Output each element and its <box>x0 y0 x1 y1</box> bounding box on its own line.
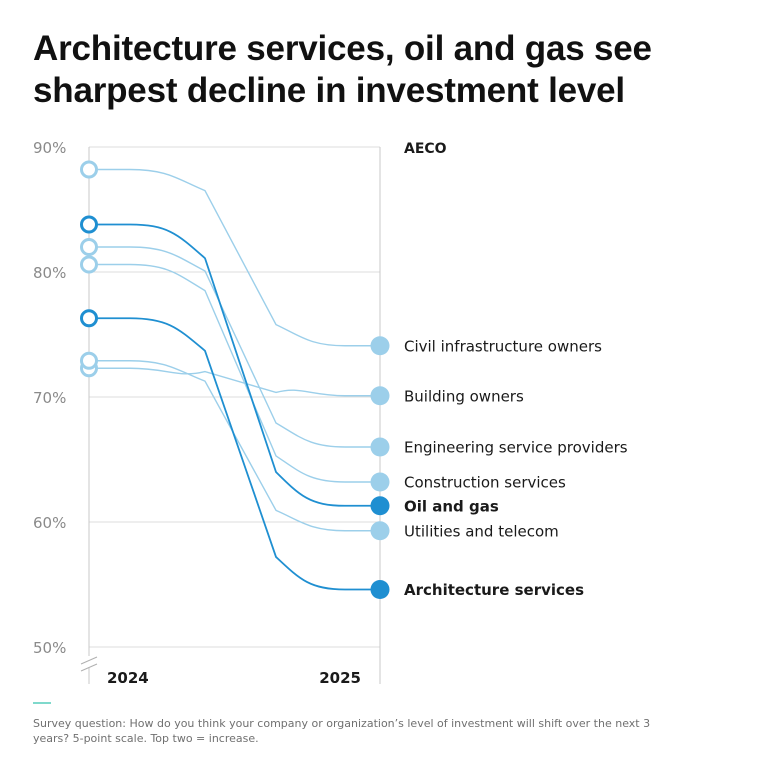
series-lines <box>89 168 380 591</box>
marker-2024-utilities-and-telecom <box>80 351 98 370</box>
footnote: Survey question: How do you think your c… <box>33 717 651 745</box>
x-label-2025: 2025 <box>319 669 361 687</box>
series-label-oil-and-gas: Oil and gas <box>404 497 499 515</box>
series-line-engineering-service-providers <box>89 246 380 448</box>
series-markers <box>80 160 390 599</box>
marker-2025-construction-services <box>370 472 390 492</box>
series-label-architecture-services: Architecture services <box>404 581 584 599</box>
marker-2024-architecture-services <box>80 309 98 328</box>
series-label-civil-infrastructure-owners: Civil infrastructure owners <box>404 337 602 355</box>
axes: 2024 2025 <box>80 147 381 687</box>
marker-2024-engineering-service-providers <box>80 238 98 256</box>
series-line-oil-and-gas <box>89 223 380 507</box>
slope-chart: 50% 60% 70% 80% 90% 2024 2025 AECO Civil infra… <box>33 139 628 687</box>
marker-2025-oil-and-gas <box>370 496 390 516</box>
series-line-civil-infrastructure-owners <box>89 168 380 347</box>
marker-2025-engineering-service-providers <box>370 437 390 457</box>
y-tick-label-90: 90% <box>33 139 66 157</box>
series-labels: AECO Civil infrastructure owners Building … <box>404 141 628 599</box>
series-line-building-owners <box>89 367 380 397</box>
series-line-utilities-and-telecom <box>89 360 380 532</box>
series-label-utilities-and-telecom: Utilities and telecom <box>404 522 559 540</box>
series-label-construction-services: Construction services <box>404 474 566 492</box>
marker-2024-civil-infrastructure-owners <box>80 160 98 179</box>
gridlines: 50% 60% 70% 80% 90% <box>33 139 380 657</box>
marker-2025-architecture-services <box>370 580 390 599</box>
axis-break-mark-upper <box>80 656 98 665</box>
marker-2024-oil-and-gas <box>80 215 98 234</box>
chart-title: Architecture services, oil and gas see s… <box>33 29 652 110</box>
series-line-construction-services <box>89 263 380 483</box>
marker-2025-civil-infrastructure-owners <box>370 336 390 356</box>
marker-2024-construction-services <box>80 255 98 274</box>
y-tick-label-50: 50% <box>33 639 66 657</box>
x-label-2024: 2024 <box>107 669 149 687</box>
footnote-accent-rule <box>33 702 51 704</box>
marker-2025-building-owners <box>370 386 390 406</box>
series-label-building-owners: Building owners <box>404 387 524 405</box>
axis-break-mark-lower <box>80 663 98 672</box>
y-tick-label-60: 60% <box>33 514 66 532</box>
group-label: AECO <box>404 141 447 157</box>
marker-2025-utilities-and-telecom <box>370 521 390 541</box>
series-label-engineering-service-providers: Engineering service providers <box>404 439 628 457</box>
y-tick-label-80: 80% <box>33 264 66 282</box>
y-tick-label-70: 70% <box>33 389 66 407</box>
series-line-architecture-services <box>89 317 380 591</box>
